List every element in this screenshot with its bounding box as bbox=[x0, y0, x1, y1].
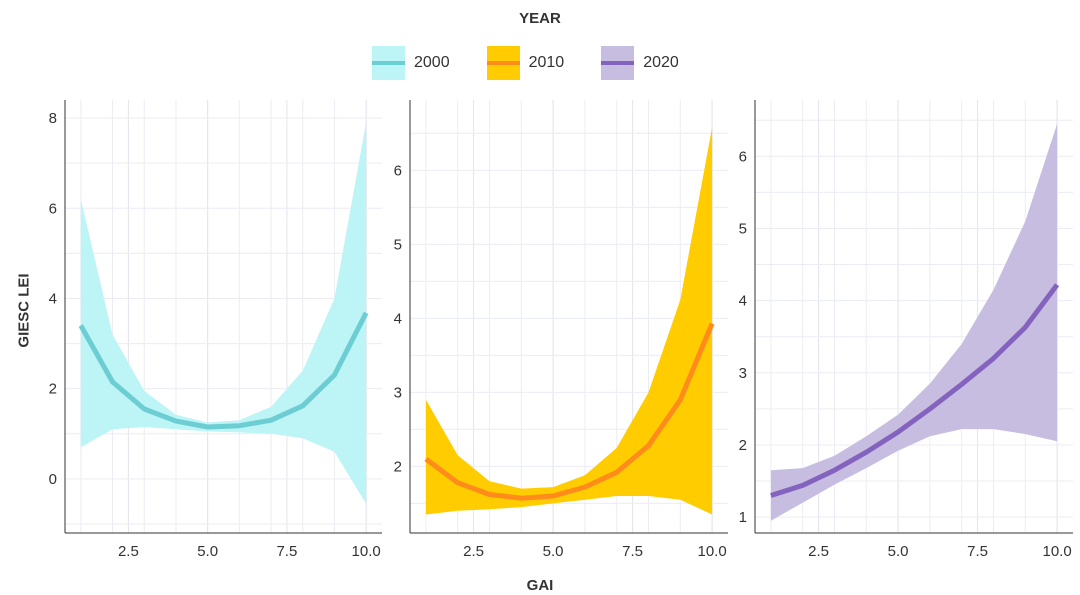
series-line-2020 bbox=[770, 283, 1060, 498]
x-tick-label: 10.0 bbox=[1042, 543, 1071, 560]
x-tick-label: 2.5 bbox=[118, 543, 139, 560]
x-tick-label: 7.5 bbox=[276, 543, 297, 560]
x-tick-label: 7.5 bbox=[622, 543, 643, 560]
y-tick-label: 4 bbox=[394, 310, 402, 327]
x-axis-title: GAI bbox=[526, 577, 554, 594]
y-tick-label: 3 bbox=[739, 365, 747, 382]
x-tick-label: 5.0 bbox=[888, 543, 909, 560]
y-tick-label: 0 bbox=[49, 471, 57, 488]
x-tick-label: 5.0 bbox=[197, 543, 218, 560]
y-tick-label: 5 bbox=[739, 220, 747, 237]
legend-title: YEAR bbox=[519, 10, 561, 27]
y-tick-label: 6 bbox=[739, 148, 747, 165]
legend-swatch-line bbox=[601, 61, 635, 65]
legend-swatch-line bbox=[372, 61, 405, 65]
confidence-band-2020 bbox=[770, 123, 1058, 521]
panel-2000: 2.5 5.0 7.5 10.0 0 2 4 6 8 bbox=[49, 100, 382, 560]
confidence-band-2010 bbox=[425, 127, 713, 515]
y-tick-label: 6 bbox=[49, 200, 57, 217]
legend-label-2010: 2010 bbox=[528, 54, 565, 71]
x-tick-label: 10.0 bbox=[352, 543, 381, 560]
y-tick-label: 6 bbox=[394, 162, 402, 179]
y-tick-label: 2 bbox=[49, 381, 57, 398]
y-axis-title: GIESC LEI bbox=[15, 273, 33, 348]
confidence-band-2000 bbox=[80, 122, 367, 504]
series-line-2000 bbox=[78, 311, 369, 430]
x-tick-label: 2.5 bbox=[808, 543, 829, 560]
y-tick-label: 2 bbox=[394, 458, 402, 475]
y-tick-label: 3 bbox=[394, 384, 402, 401]
y-tick-label: 8 bbox=[49, 110, 57, 127]
x-tick-label: 10.0 bbox=[697, 543, 726, 560]
legend-item-2020[interactable]: 2020 bbox=[601, 46, 679, 80]
series-line-2010 bbox=[424, 322, 715, 501]
legend-label-2000: 2000 bbox=[414, 54, 450, 71]
y-tick-label: 2 bbox=[739, 437, 747, 454]
y-tick-label: 4 bbox=[49, 290, 57, 307]
y-tick-label: 4 bbox=[739, 293, 747, 310]
legend-item-2000[interactable]: 2000 bbox=[372, 46, 450, 80]
legend-swatch-2020 bbox=[601, 46, 635, 80]
legend-swatch-2000 bbox=[372, 46, 405, 80]
legend-item-2010[interactable]: 2010 bbox=[486, 46, 565, 80]
x-tick-label: 5.0 bbox=[543, 543, 564, 560]
y-tick-label: 1 bbox=[739, 509, 747, 526]
legend-swatch-2010 bbox=[486, 46, 520, 80]
panel-2010: 2.5 5.0 7.5 10.0 2 3 4 5 6 bbox=[394, 100, 728, 560]
panel-2020: 2.5 5.0 7.5 10.0 1 2 3 4 5 6 bbox=[739, 100, 1073, 560]
y-tick-label: 5 bbox=[394, 236, 402, 253]
legend: 2000 2010 2020 bbox=[372, 46, 716, 80]
legend-swatch-line bbox=[486, 61, 520, 65]
x-tick-label: 2.5 bbox=[463, 543, 484, 560]
x-tick-label: 7.5 bbox=[967, 543, 988, 560]
legend-label-2020: 2020 bbox=[643, 54, 679, 71]
